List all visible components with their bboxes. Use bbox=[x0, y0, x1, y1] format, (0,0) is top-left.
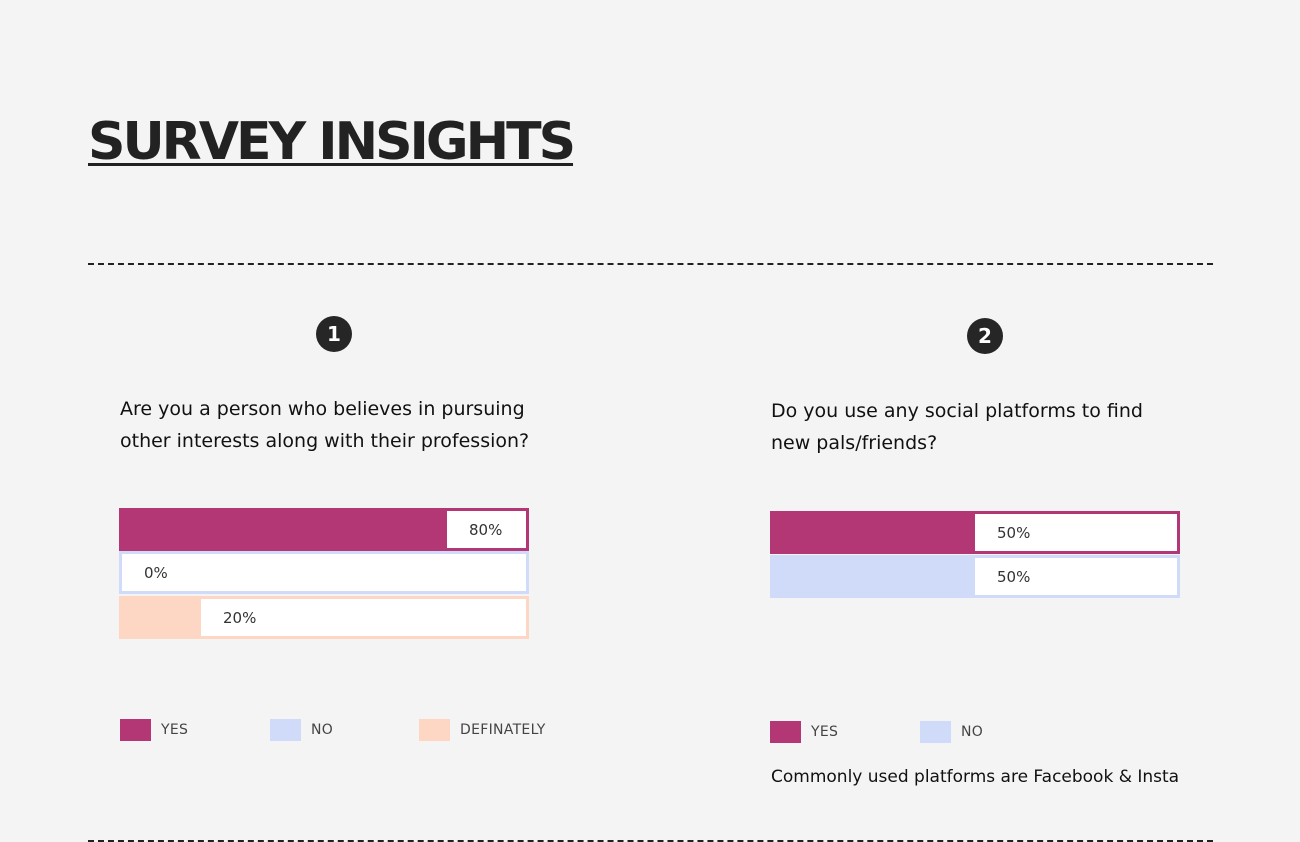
chart-2-legend-no: NO bbox=[920, 721, 983, 743]
chart-1-legend-yes-label: YES bbox=[161, 722, 189, 738]
chart-1-legend-no-swatch bbox=[270, 719, 301, 741]
chart-1-bar-definately-fill bbox=[119, 596, 201, 639]
chart-1-legend-yes-swatch bbox=[120, 719, 151, 741]
chart-2-legend-yes-swatch bbox=[770, 721, 801, 743]
chart-1-legend-definately: DEFINATELY bbox=[419, 719, 546, 741]
chart-2-bar-yes-remainder bbox=[975, 514, 1177, 551]
chart-2-bar-no-label: 50% bbox=[997, 567, 1031, 586]
question-1-text: Are you a person who believes in pursuin… bbox=[120, 398, 530, 452]
chart-2-bar-yes: 50% bbox=[770, 511, 1180, 554]
chart-1-legend-definately-label: DEFINATELY bbox=[460, 722, 546, 738]
chart-1-bar-no-remainder bbox=[122, 554, 526, 591]
chart-1-bar-no: 0% bbox=[119, 551, 529, 594]
chart-2-bar-yes-fill bbox=[770, 511, 975, 554]
chart-1-bar-yes-fill bbox=[119, 508, 447, 551]
chart-2-bar-yes-label: 50% bbox=[997, 523, 1031, 542]
chart-1-legend-yes: YES bbox=[120, 719, 188, 741]
chart-2-bar-no-remainder bbox=[975, 558, 1177, 595]
chart-1-bar-yes-remainder bbox=[447, 511, 526, 548]
chart-1-bar-no-label: 0% bbox=[144, 563, 168, 582]
chart-1-bar-definately: 20% bbox=[119, 596, 529, 639]
question-2-text: Do you use any social platforms to find … bbox=[771, 400, 1143, 454]
chart-1-bar-definately-remainder bbox=[201, 599, 526, 636]
bottom-divider bbox=[88, 840, 1213, 842]
chart-1-bar-yes-label: 80% bbox=[469, 520, 503, 539]
chart-2-legend-yes-label: YES bbox=[811, 724, 839, 740]
chart-2-bar-no: 50% bbox=[770, 555, 1180, 598]
question-1-number-badge: 1 bbox=[316, 316, 352, 352]
chart-2-legend-yes: YES bbox=[770, 721, 838, 743]
chart-1-bar-yes: 80% bbox=[119, 508, 529, 551]
chart-1-legend-no-label: NO bbox=[311, 722, 334, 738]
page-title: SURVEY INSIGHTS bbox=[88, 112, 576, 172]
chart-1-legend-definately-swatch bbox=[419, 719, 450, 741]
top-divider bbox=[88, 263, 1213, 265]
chart-2-legend-no-label: NO bbox=[961, 724, 984, 740]
question-2-number-badge: 2 bbox=[967, 318, 1003, 354]
chart-2-note: Commonly used platforms are Facebook & I… bbox=[771, 767, 1180, 787]
chart-2-legend-no-swatch bbox=[920, 721, 951, 743]
chart-1-bar-definately-label: 20% bbox=[223, 608, 257, 627]
chart-2-bar-no-fill bbox=[770, 555, 975, 598]
chart-1-legend-no: NO bbox=[270, 719, 333, 741]
